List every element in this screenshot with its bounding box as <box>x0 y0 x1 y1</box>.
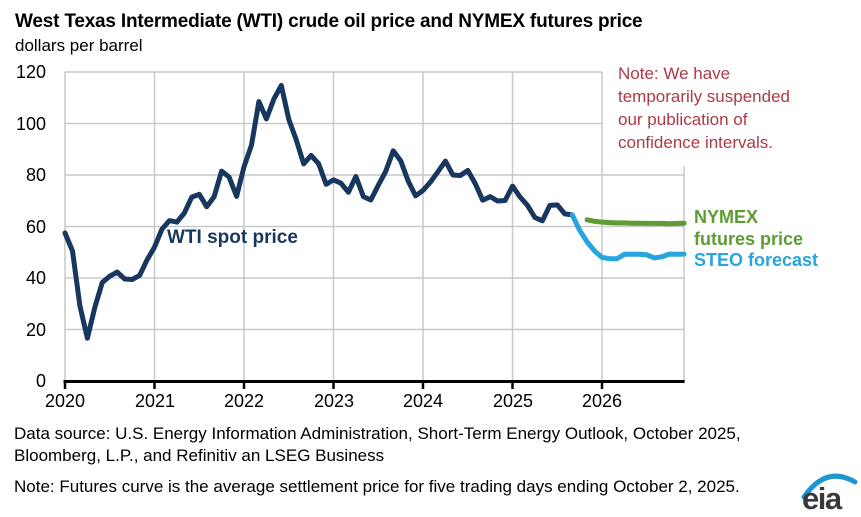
eia-logo: eia <box>801 468 859 514</box>
steo-forecast-label: STEO forecast <box>694 250 819 270</box>
eia-logo-text: eia <box>802 481 842 516</box>
data-source-line2: Bloomberg, L.P., and Refinitiv an LSEG B… <box>14 446 385 465</box>
confidence-note-line: Note: We have <box>618 64 731 83</box>
y-tick-label: 0 <box>35 371 46 391</box>
x-tick-label: 2020 <box>44 391 86 411</box>
units-label: dollars per barrel <box>15 36 143 55</box>
gridlines <box>64 71 685 381</box>
y-tick-label: 120 <box>15 62 46 82</box>
page-title: West Texas Intermediate (WTI) crude oil … <box>15 11 643 32</box>
confidence-note-line: confidence intervals. <box>618 133 773 152</box>
futures-curve-note: Note: Futures curve is the average settl… <box>14 477 740 496</box>
y-tick-label: 60 <box>25 217 46 237</box>
y-tick-label: 80 <box>25 165 46 185</box>
x-tick-label: 2024 <box>402 391 444 411</box>
series-line-wti-spot-price <box>62 82 575 341</box>
x-tick-label: 2021 <box>134 391 176 411</box>
x-tick-label: 2025 <box>492 391 534 411</box>
confidence-intervals-note: Note: We have temporarily suspended our … <box>618 62 848 154</box>
data-source-line1: Data source: U.S. Energy Information Adm… <box>14 424 741 443</box>
series-line-nymex-futures-price <box>584 217 687 227</box>
confidence-note-line: our publication of <box>618 110 748 129</box>
eia-logo-swoosh-icon <box>801 473 858 500</box>
x-tick-label: 2022 <box>223 391 265 411</box>
y-tick-label: 100 <box>15 114 46 134</box>
nymex-futures-label: NYMEX futures price <box>694 207 804 249</box>
wti-spot-price-label: WTI spot price <box>167 227 298 248</box>
x-axis-ticks <box>63 380 604 389</box>
confidence-note-line: temporarily suspended <box>618 87 790 106</box>
x-tick-label: 2023 <box>313 391 355 411</box>
series-line-steo-forecast <box>569 212 687 262</box>
y-tick-label: 40 <box>25 268 46 288</box>
y-tick-label: 20 <box>25 320 46 340</box>
x-tick-label: 2026 <box>581 391 623 411</box>
